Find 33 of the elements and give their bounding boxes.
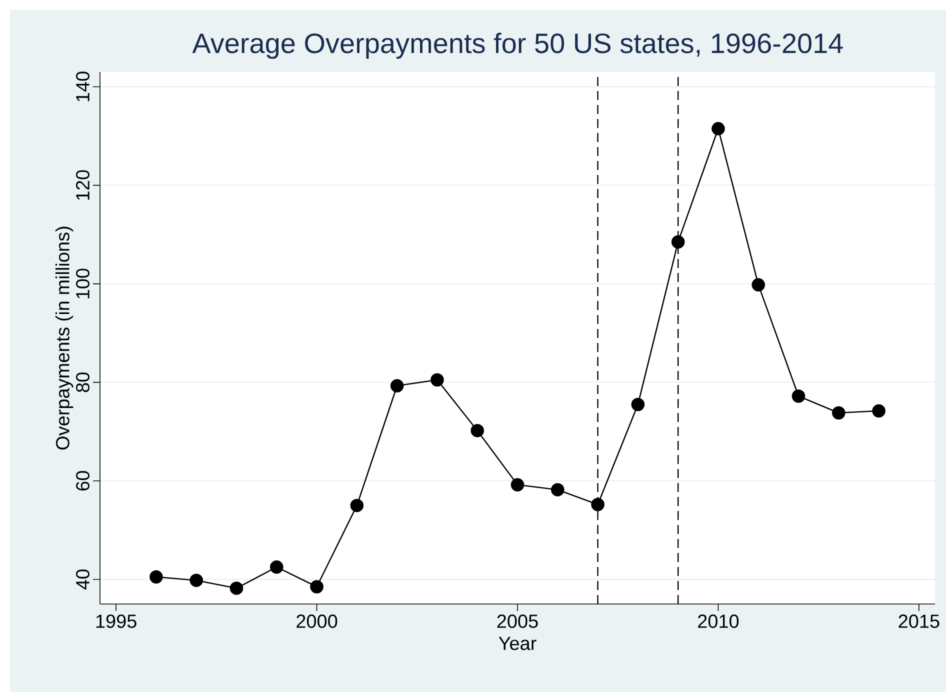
point: [510, 478, 524, 492]
point: [270, 560, 284, 574]
point: [470, 424, 484, 438]
x-tick-label: 2000: [296, 614, 338, 628]
y-tick-label: 120: [76, 170, 90, 200]
y-tick-label: 60: [76, 471, 90, 490]
point: [631, 398, 645, 412]
x-axis-title: Year: [498, 636, 536, 650]
point: [872, 404, 886, 418]
x-tick-label: 1995: [96, 614, 136, 628]
y-tick-label: 140: [76, 72, 90, 102]
point: [591, 498, 604, 512]
x-tick-label: 2015: [898, 614, 940, 628]
point: [190, 574, 203, 587]
chart-title: Average Overpayments for 50 US states, 1996-2014: [192, 32, 843, 59]
point: [712, 122, 725, 136]
point: [550, 483, 564, 496]
point: [390, 379, 404, 392]
x-tick-label: 2010: [698, 614, 739, 628]
point: [671, 235, 685, 249]
x-tick-label: 2005: [497, 614, 538, 628]
y-tick-label: 100: [76, 268, 90, 298]
y-axis-title: Overpayments (in millions): [55, 226, 74, 450]
point: [832, 406, 846, 420]
point: [350, 498, 364, 512]
point: [752, 278, 766, 292]
y-tick-label: 40: [76, 570, 90, 590]
point: [150, 570, 163, 584]
point: [230, 582, 244, 595]
point: [430, 373, 444, 387]
y-tick-label: 80: [76, 372, 90, 392]
point: [310, 580, 324, 594]
point: [792, 389, 806, 403]
